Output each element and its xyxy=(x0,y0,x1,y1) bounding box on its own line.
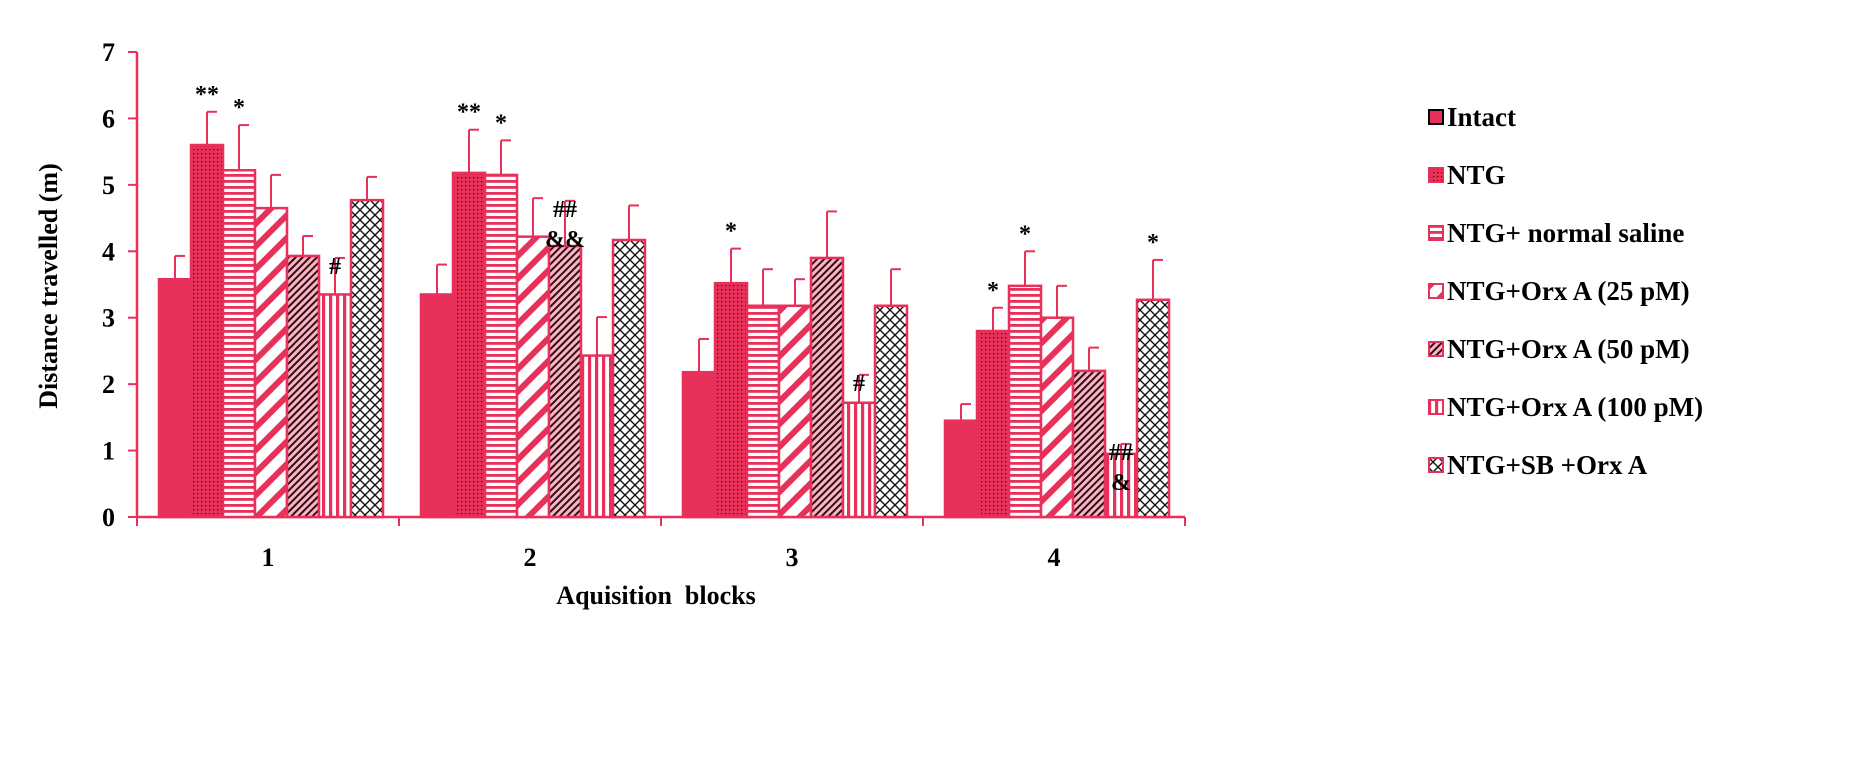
y-axis-label: Distance travelled (m) xyxy=(34,163,63,408)
bar xyxy=(1103,452,1139,519)
significance-marker: & xyxy=(1111,470,1131,496)
significance-marker: * xyxy=(495,110,507,136)
significance-marker: * xyxy=(1019,221,1031,247)
x-tick-label: 2 xyxy=(524,543,537,572)
legend-item: NTG+Orx A (50 pM) xyxy=(1428,328,1703,370)
legend-swatch xyxy=(1428,341,1444,357)
bar xyxy=(1039,316,1075,519)
legend-swatch xyxy=(1428,167,1444,183)
bar xyxy=(515,235,551,519)
bar xyxy=(221,168,257,519)
bar xyxy=(943,419,979,519)
bar xyxy=(873,304,909,519)
legend-swatch-fill xyxy=(1428,341,1444,357)
significance-marker: * xyxy=(233,95,245,121)
x-axis-label: Aquisition blocks xyxy=(556,581,755,610)
legend-swatch xyxy=(1428,457,1444,473)
x-tick-label: 3 xyxy=(786,543,799,572)
legend: Intact NTG NTG+ normal saline NTG+Orx A (25… xyxy=(1428,96,1703,502)
legend-swatch-fill xyxy=(1428,225,1444,241)
bar xyxy=(975,329,1011,519)
significance-marker: ## xyxy=(553,197,577,223)
legend-item: NTG+ normal saline xyxy=(1428,212,1703,254)
legend-swatch-fill xyxy=(1428,399,1444,415)
bar xyxy=(1007,284,1043,519)
bar xyxy=(713,281,749,519)
bar xyxy=(745,304,781,519)
legend-swatch xyxy=(1428,109,1444,125)
legend-label: NTG+Orx A (50 pM) xyxy=(1447,333,1690,364)
y-tick-label: 6 xyxy=(102,104,115,133)
bar xyxy=(547,244,583,519)
legend-label: NTG+SB +Orx A xyxy=(1447,449,1648,480)
significance-marker: * xyxy=(1147,230,1159,256)
bar xyxy=(349,198,385,519)
legend-label: NTG+ normal saline xyxy=(1447,217,1685,248)
significance-marker: ** xyxy=(195,82,219,108)
legend-swatch-fill xyxy=(1428,167,1444,183)
bar xyxy=(483,173,519,519)
legend-swatch-fill xyxy=(1428,457,1444,473)
legend-label: NTG+Orx A (100 pM) xyxy=(1447,391,1704,422)
x-tick-label: 4 xyxy=(1048,543,1061,572)
y-tick-label: 5 xyxy=(102,171,115,200)
bar xyxy=(777,304,813,519)
legend-item: NTG xyxy=(1428,154,1703,196)
y-tick-label: 2 xyxy=(102,370,115,399)
significance-marker: ## xyxy=(1109,440,1133,466)
significance-marker: ** xyxy=(457,100,481,126)
bar xyxy=(189,143,225,519)
significance-marker: # xyxy=(329,254,341,280)
legend-swatch-fill xyxy=(1428,109,1444,125)
significance-marker: && xyxy=(545,227,585,253)
bar xyxy=(285,254,321,519)
legend-swatch xyxy=(1428,283,1444,299)
bar xyxy=(157,277,193,519)
legend-item: Intact xyxy=(1428,96,1703,138)
significance-marker: # xyxy=(853,371,865,397)
bar xyxy=(1071,369,1107,519)
bar xyxy=(809,256,845,519)
significance-marker: * xyxy=(987,278,999,304)
y-tick-label: 0 xyxy=(102,503,115,532)
bar xyxy=(681,370,717,519)
bar xyxy=(841,401,877,519)
bar xyxy=(1135,298,1171,519)
bar xyxy=(579,354,615,519)
y-tick-label: 3 xyxy=(102,304,115,333)
legend-item: NTG+Orx A (100 pM) xyxy=(1428,386,1703,428)
legend-swatch xyxy=(1428,399,1444,415)
legend-swatch xyxy=(1428,225,1444,241)
x-tick-label: 1 xyxy=(262,543,275,572)
bar xyxy=(611,238,647,519)
y-tick-label: 4 xyxy=(102,237,115,266)
bar xyxy=(317,293,353,519)
legend-label: NTG xyxy=(1447,159,1506,190)
legend-label: NTG+Orx A (25 pM) xyxy=(1447,275,1690,306)
significance-marker: * xyxy=(725,219,737,245)
bar xyxy=(419,293,455,519)
legend-item: NTG+SB +Orx A xyxy=(1428,444,1703,486)
legend-label: Intact xyxy=(1447,101,1516,132)
bar xyxy=(451,171,487,519)
y-tick-label: 7 xyxy=(102,38,115,67)
legend-swatch-fill xyxy=(1428,283,1444,299)
legend-item: NTG+Orx A (25 pM) xyxy=(1428,270,1703,312)
y-tick-label: 1 xyxy=(102,437,115,466)
bar xyxy=(253,206,289,519)
